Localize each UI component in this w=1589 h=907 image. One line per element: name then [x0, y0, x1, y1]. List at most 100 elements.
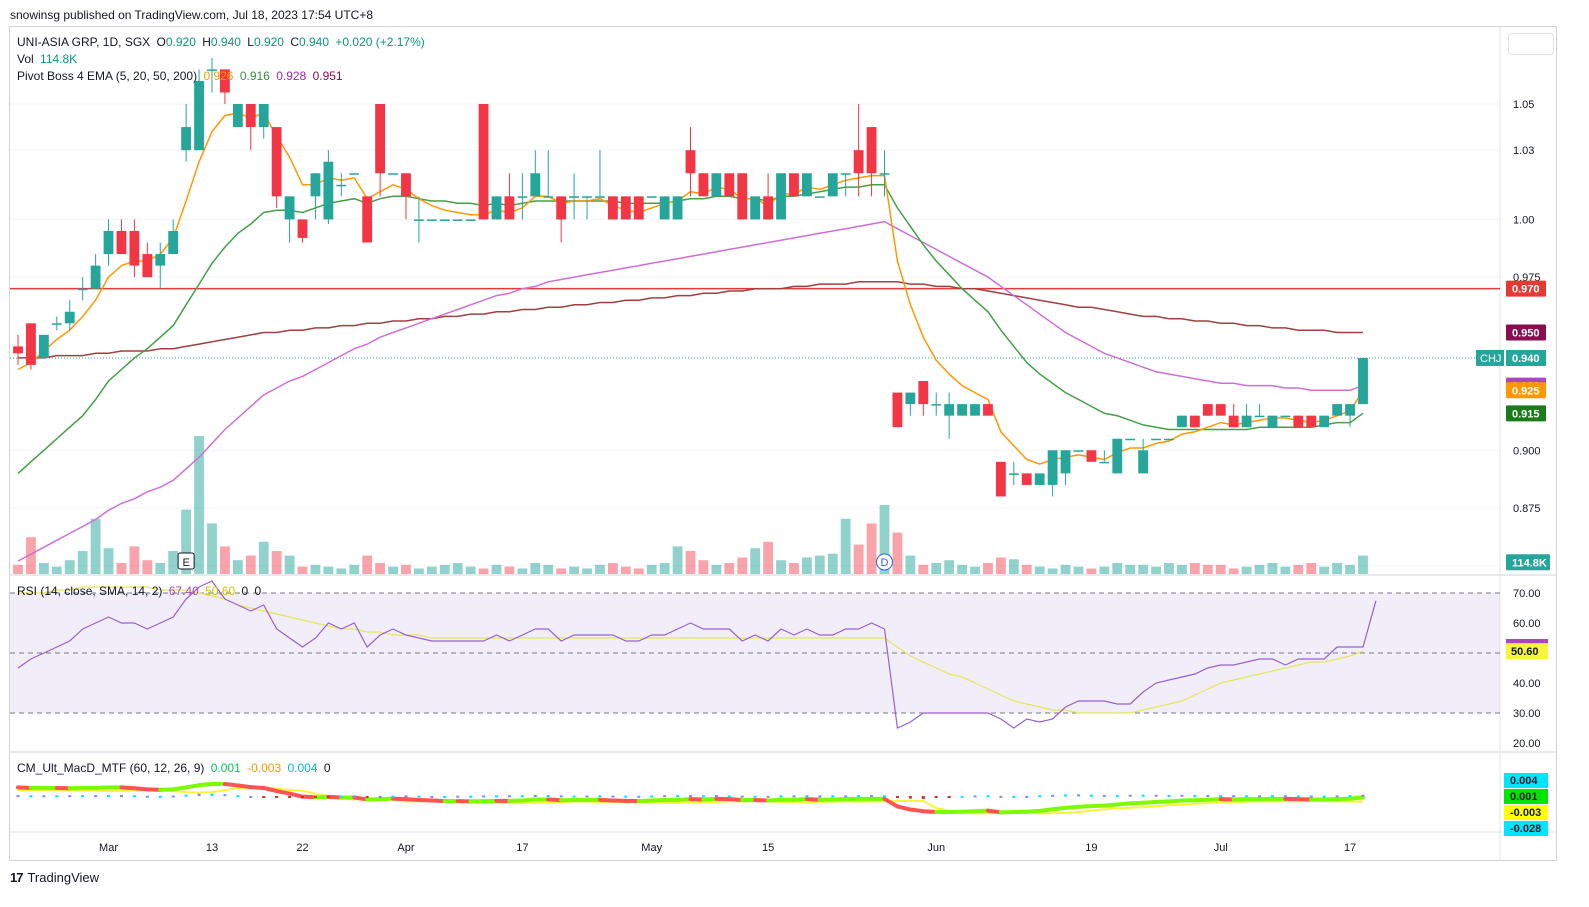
close-value: 0.940	[299, 35, 330, 49]
macd-histogram-bar	[805, 794, 809, 797]
candle-body	[931, 404, 942, 406]
volume-bar	[336, 568, 347, 574]
macd-line-segment	[197, 782, 214, 788]
candle-body	[827, 173, 838, 197]
macd-badge-label: -0.028	[1510, 823, 1541, 835]
macd-label[interactable]: CM_Ult_MacD_MTF (60, 12, 26, 9)	[17, 761, 205, 775]
rsi-label[interactable]: RSI (14, close, SMA, 14, 2)	[17, 584, 163, 598]
volume-bar	[168, 551, 179, 574]
candle-body	[1319, 415, 1330, 428]
macd-histogram-bar	[171, 795, 175, 798]
candle-body	[38, 334, 49, 358]
macd-line-segment	[1141, 799, 1159, 805]
macd-line-segment	[1024, 808, 1042, 814]
candle-body	[388, 173, 398, 175]
settings-box[interactable]	[1508, 33, 1554, 55]
volume-bar	[530, 562, 541, 574]
macd-histogram-bar	[766, 795, 770, 798]
macd-line-segment	[985, 808, 1003, 815]
volume-bar	[1021, 564, 1032, 574]
macd-histogram-bar	[908, 796, 912, 799]
volume-label[interactable]: Vol	[17, 52, 34, 66]
volume-bar	[194, 436, 204, 574]
macd-line-segment	[248, 785, 266, 790]
volume-bar	[439, 564, 450, 574]
candle-body	[1345, 404, 1355, 416]
volume-bar	[931, 562, 942, 574]
macd-legend[interactable]: CM_Ult_MacD_MTF (60, 12, 26, 9) 0.001 -0…	[17, 761, 334, 775]
rsi-band	[10, 593, 1500, 713]
ema-legend[interactable]: Pivot Boss 4 EMA (5, 20, 50, 200) 0.926 …	[17, 69, 346, 83]
volume-bar	[1267, 562, 1278, 574]
candle-body	[724, 173, 735, 197]
candle-body	[543, 196, 554, 198]
volume-bar	[271, 551, 282, 574]
candle-body	[711, 173, 722, 197]
macd-line-segment	[1050, 805, 1068, 812]
macd-line-segment	[378, 796, 396, 802]
macd-line-segment	[960, 809, 978, 814]
macd-line-segment	[222, 782, 240, 788]
volume-bar	[284, 555, 295, 574]
volume-bar	[1086, 568, 1097, 574]
macd-histogram-bar	[352, 795, 356, 798]
macd-histogram-bar	[391, 795, 395, 798]
macd-histogram-bar	[210, 793, 214, 796]
candle-body	[1358, 357, 1368, 405]
high-label: H	[202, 35, 211, 49]
macd-line-segment	[352, 795, 370, 802]
symbol-legend[interactable]: UNI-ASIA GRP, 1D, SGX O0.920 H0.940 L0.9…	[17, 35, 428, 49]
rsi-ma-badge	[1506, 643, 1548, 660]
rsi-ma-badge-label: 50.60	[1511, 646, 1539, 658]
time-axis-label: Jun	[927, 842, 945, 854]
rsi-legend[interactable]: RSI (14, close, SMA, 14, 2) 67.40 50.60 …	[17, 584, 264, 598]
volume-bar	[995, 557, 1006, 574]
earnings-marker-letter: E	[182, 557, 189, 569]
macd-line-segment	[171, 785, 189, 792]
candle-body	[866, 127, 877, 174]
macd-histogram-bar	[870, 795, 874, 798]
symbol-label[interactable]: UNI-ASIA GRP, 1D, SGX	[17, 35, 151, 49]
candle-body	[116, 230, 127, 255]
candle-body	[13, 346, 23, 354]
tradingview-logo[interactable]: 17 TradingView	[10, 870, 99, 885]
volume-bar	[491, 564, 502, 574]
volume-bar	[1345, 564, 1355, 574]
candle-body	[90, 265, 101, 289]
macd-line-segment	[1089, 803, 1107, 809]
ema-label[interactable]: Pivot Boss 4 EMA (5, 20, 50, 200)	[17, 69, 198, 83]
volume-legend[interactable]: Vol 114.8K	[17, 52, 80, 66]
macd-line-segment	[649, 798, 667, 803]
volume-bar	[1202, 564, 1213, 574]
candle-body	[220, 69, 230, 93]
price-badge	[1506, 382, 1546, 399]
macd-histogram-bar	[1051, 794, 1055, 797]
macd-histogram-bar	[895, 796, 899, 798]
earnings-marker: E	[177, 552, 195, 570]
macd-histogram-bar	[947, 796, 951, 798]
macd-histogram-bar	[753, 795, 757, 798]
volume-bar	[401, 564, 411, 574]
candle-body	[375, 104, 386, 174]
macd-histogram-bar	[611, 795, 615, 798]
macd-value-4: 0	[323, 761, 331, 775]
ema200-value: 0.951	[312, 69, 343, 83]
volume-bar	[1008, 559, 1019, 574]
volume-bar	[1164, 562, 1174, 574]
volume-bar	[1112, 562, 1123, 574]
macd-line-segment	[1348, 795, 1365, 801]
candle-body	[1332, 404, 1343, 416]
macd-line-segment	[973, 808, 990, 814]
candle-body	[1177, 415, 1187, 428]
volume-bar	[776, 560, 786, 574]
low-label: L	[247, 35, 254, 49]
ema20-value: 0.916	[239, 69, 270, 83]
volume-bar	[181, 509, 192, 574]
volume-bar	[1228, 568, 1239, 574]
price-badge-label: 0.950	[1512, 328, 1540, 340]
macd-line-segment	[158, 787, 176, 792]
volume-bar	[362, 555, 373, 574]
macd-histogram-bar	[792, 795, 796, 798]
macd-histogram-bar	[1064, 794, 1068, 797]
